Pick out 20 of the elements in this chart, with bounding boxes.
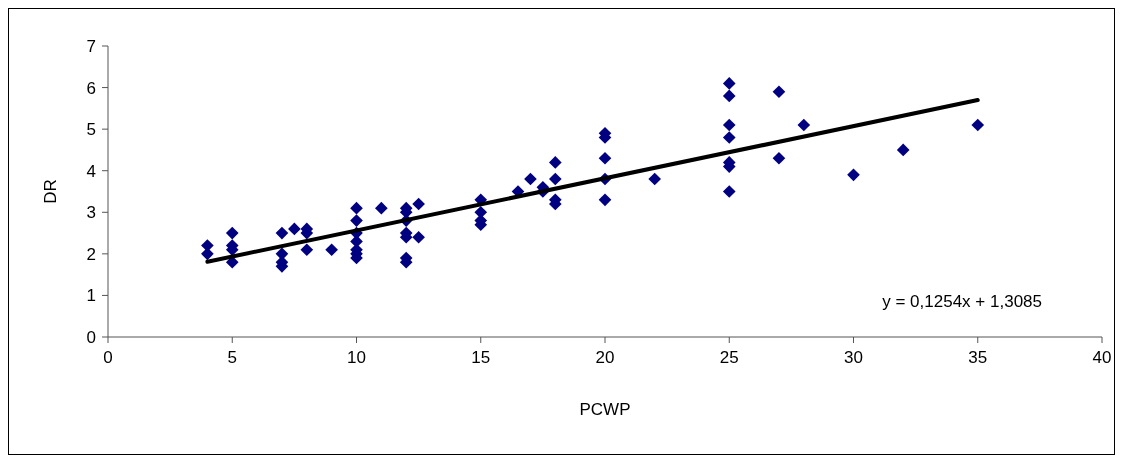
y-axis-title: DR — [41, 179, 60, 204]
x-tick-label: 30 — [844, 348, 863, 367]
y-tick-label: 6 — [86, 78, 96, 98]
y-tick-label: 7 — [86, 36, 96, 56]
x-tick-label: 35 — [968, 348, 988, 367]
y-tick-label: 3 — [86, 203, 96, 223]
x-tick-label: 5 — [227, 348, 237, 367]
annotation: y = 0,1254x + 1,3085 — [882, 292, 1042, 311]
x-tick-label: 25 — [719, 348, 739, 367]
y-tick-label: 5 — [86, 120, 96, 140]
x-axis-title: PCWP — [579, 400, 631, 419]
x-tick-label: 10 — [347, 348, 366, 367]
x-tick-label: 40 — [1092, 348, 1112, 367]
y-tick-label: 2 — [86, 244, 96, 264]
y-tick-label: 1 — [86, 286, 96, 306]
x-tick-label: 15 — [471, 348, 491, 367]
x-tick-label: 0 — [103, 348, 113, 367]
y-tick-label: 0 — [86, 327, 96, 347]
y-tick-label: 4 — [86, 161, 96, 181]
x-tick-label: 20 — [595, 348, 615, 367]
